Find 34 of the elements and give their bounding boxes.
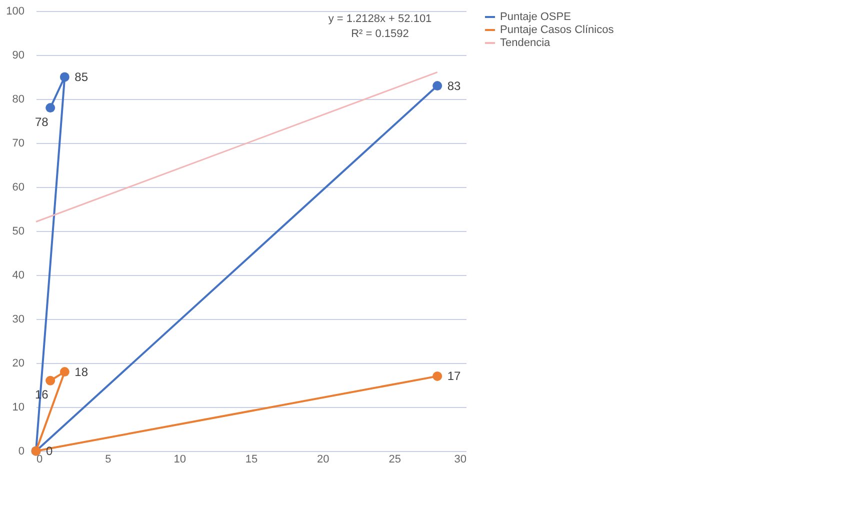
legend-label: Puntaje OSPE — [500, 11, 571, 23]
data-label: 78 — [34, 114, 49, 129]
y-tick-label: 30 — [12, 314, 24, 326]
point — [46, 376, 56, 386]
point — [46, 103, 56, 113]
data-label: 83 — [447, 78, 462, 93]
data-label: 17 — [447, 369, 462, 384]
y-tick-label: 40 — [12, 270, 24, 282]
x-tick-label: 30 — [454, 454, 466, 466]
y-tick-label: 20 — [12, 358, 24, 370]
y-tick-label: 50 — [12, 226, 24, 238]
x-tick-label: 20 — [317, 454, 330, 466]
y-tick-label: 60 — [12, 182, 24, 194]
x-tick-label: 0 — [36, 454, 43, 466]
x-tick-label: 5 — [105, 454, 112, 466]
annotation: y = 1.2128x + 52.101 — [328, 13, 432, 25]
x-tick-label: 25 — [388, 454, 401, 466]
y-tick-label: 100 — [6, 6, 24, 18]
point — [432, 371, 442, 381]
x-tick-label: 15 — [245, 454, 258, 466]
data-label: 18 — [74, 364, 88, 379]
data-label: 85 — [74, 70, 88, 84]
annotation: R² = 0.1592 — [351, 28, 409, 40]
y-tick-label: 70 — [12, 138, 24, 150]
legend-label: Puntaje Casos Clínicos — [500, 24, 614, 36]
point — [60, 72, 70, 82]
y-tick-label: 0 — [18, 446, 24, 458]
y-tick-label: 90 — [12, 50, 24, 62]
x-tick-label: 10 — [174, 454, 186, 466]
legend-label: Tendencia — [500, 37, 552, 49]
point — [432, 81, 442, 91]
y-tick-label: 80 — [12, 94, 24, 106]
point — [60, 367, 70, 377]
y-tick-label: 10 — [12, 402, 24, 414]
